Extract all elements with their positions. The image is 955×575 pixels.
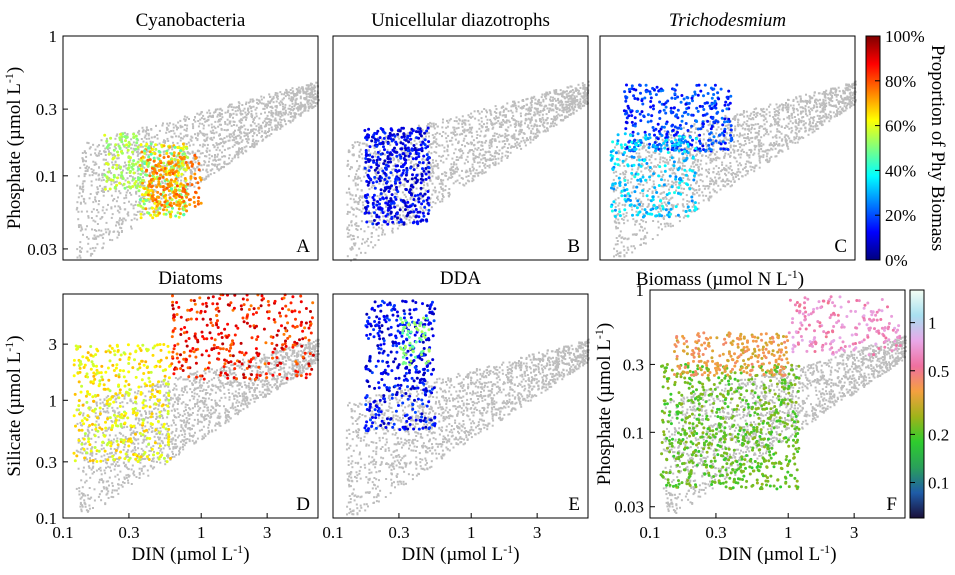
proportion-colorbar-bar <box>865 35 881 261</box>
panel-letter: A <box>296 236 310 257</box>
cluster-A-1 <box>144 153 203 209</box>
x-tick-label: 1 <box>784 523 793 542</box>
y-axis-label: Phosphate (µmol L-1) <box>592 323 615 485</box>
y-tick-label: 0.1 <box>36 509 57 528</box>
x-tick-label: 1 <box>467 523 476 542</box>
biomass-colorbar-bar <box>909 289 925 519</box>
x-tick-label: 0.1 <box>639 523 660 542</box>
cluster-F-2 <box>787 295 902 357</box>
panel-title: Trichodesmium <box>669 10 786 31</box>
x-tick-label: 0.1 <box>322 523 343 542</box>
y-axis-label: Silicate (µmol L-1) <box>2 335 25 476</box>
panel-E: 0.1 0.3 1 3 DDA E DIN (µmol L-1) <box>322 268 590 565</box>
colorbar-tick-label: 1 <box>928 314 937 333</box>
x-axis-label: DIN (µmol L-1) <box>718 542 836 565</box>
x-tick-label: 0.1 <box>52 523 73 542</box>
plot-frame <box>62 35 319 261</box>
plot-frame <box>599 35 856 261</box>
panels: 0.03 0.1 0.3 1 Cyanobacteria A Phosphate (µmol… <box>2 10 907 565</box>
colorbar-tick-label: 40% <box>885 161 916 180</box>
background-points <box>345 338 590 516</box>
x-tick-label: 0.3 <box>388 523 409 542</box>
panel-letter: C <box>834 236 847 257</box>
panel-letter: F <box>886 494 897 515</box>
panel-A: 0.03 0.1 0.3 1 Cyanobacteria A Phosphate (µmol… <box>2 10 320 261</box>
biomass-colorbar-label: Biomass (µmol N L-1) <box>636 267 804 290</box>
panel-letter: B <box>567 236 580 257</box>
cluster-B-0 <box>363 126 431 226</box>
proportion-colorbar: Proportion of Phy Biomass 0% 20% 40% 60% 80%… <box>865 27 948 270</box>
panel-F: 0.1 0.3 1 3 0.03 0.1 0.3 1 F DIN (µmol L-1) Phosph… <box>592 281 907 565</box>
x-axis-label: DIN (µmol L-1) <box>401 542 519 565</box>
colorbar-tick-label: 0.2 <box>928 425 949 444</box>
x-tick-label: 0.3 <box>705 523 726 542</box>
cluster-D-1 <box>170 293 315 381</box>
x-tick-label: 3 <box>533 523 542 542</box>
cluster-F-0 <box>659 363 801 491</box>
y-tick-label: 1 <box>49 391 58 410</box>
panel-B: Unicellular diazotrophs B <box>332 10 590 262</box>
cluster-A-2 <box>103 132 140 191</box>
colorbar-tick-label: 100% <box>885 27 925 46</box>
y-tick-label: 1 <box>636 281 645 300</box>
plot-frame <box>332 293 589 519</box>
colorbar-tick-label: 20% <box>885 206 916 225</box>
plot-frame <box>332 35 589 261</box>
cluster-D-0 <box>72 343 172 464</box>
panel-letter: D <box>296 494 310 515</box>
background-points <box>75 81 320 259</box>
cluster-E-1 <box>398 316 431 367</box>
y-tick-label: 0.3 <box>623 355 644 374</box>
plot-frame <box>62 293 319 519</box>
panel-title: Unicellular diazotrophs <box>371 10 550 31</box>
x-tick-label: 3 <box>263 523 272 542</box>
y-tick-label: 1 <box>49 27 58 46</box>
proportion-colorbar-label: Proportion of Phy Biomass <box>927 45 948 251</box>
biomass-colorbar: Biomass (µmol N L-1) 0.1 0.2 0.5 1 <box>636 267 949 519</box>
x-tick-label: 1 <box>197 523 206 542</box>
y-tick-label: 0.03 <box>614 498 644 517</box>
panel-title: Cyanobacteria <box>136 10 246 31</box>
panel-title: Diatoms <box>158 268 222 289</box>
panel-C: Trichodesmium C <box>599 10 857 261</box>
y-axis-label: Phosphate (µmol L-1) <box>2 67 25 229</box>
y-tick-label: 0.1 <box>623 423 644 442</box>
colorbar-tick-label: 60% <box>885 117 916 136</box>
y-tick-label: 0.3 <box>36 453 57 472</box>
colorbar-tick-label: 0.1 <box>928 474 949 493</box>
panel-letter: E <box>568 494 580 515</box>
cluster-C-1 <box>609 132 699 219</box>
x-axis-label: DIN (µmol L-1) <box>131 542 249 565</box>
x-tick-label: 0.3 <box>118 523 139 542</box>
panel-title: DDA <box>440 268 481 289</box>
colorbar-tick-label: 0.5 <box>928 362 949 381</box>
colorbar-tick-label: 80% <box>885 72 916 91</box>
y-tick-label: 0.03 <box>27 240 57 259</box>
panel-D: 0.1 0.3 1 3 0.1 0.3 1 3 Diatoms D DIN (µmol L-1) Si… <box>2 268 320 565</box>
y-tick-label: 0.3 <box>36 100 57 119</box>
cluster-A-0 <box>136 142 190 220</box>
y-tick-label: 0.1 <box>36 167 57 186</box>
colorbar-tick-label: 0% <box>885 251 908 270</box>
y-tick-label: 3 <box>49 335 58 354</box>
x-tick-label: 3 <box>850 523 859 542</box>
plot-frame <box>649 289 906 519</box>
cluster-F-1 <box>673 331 790 378</box>
